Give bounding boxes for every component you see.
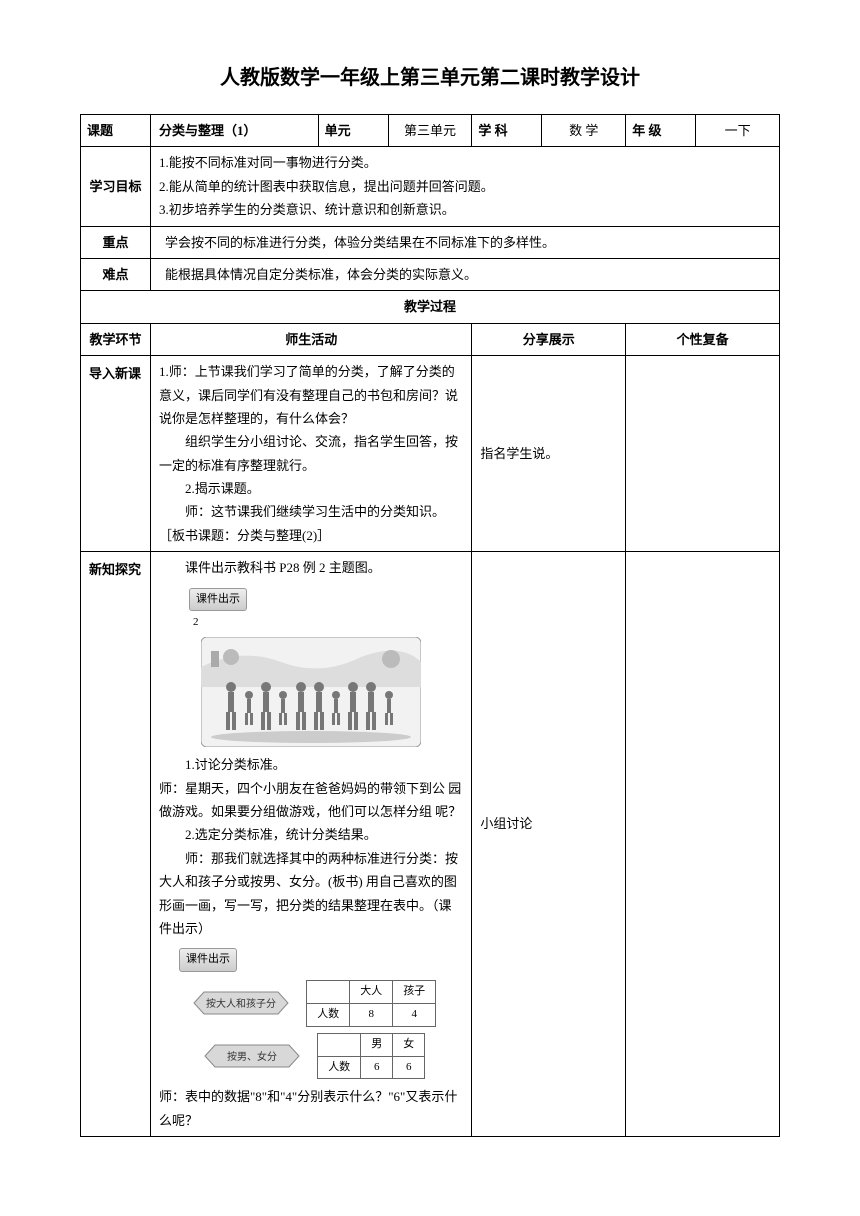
courseware-figure-1: 课件出示 2 [159,586,463,748]
difficulty-row: 难点 能根据具体情况自定分类标准，体会分类的实际意义。 [81,258,780,290]
key-row: 重点 学会按不同的标准进行分类，体验分类结果在不同标准下的多样性。 [81,226,780,258]
grade-label: 年 级 [626,115,696,147]
explore-p3: 师：星期天，四个小朋友在爸爸妈妈的带领下到公 园做游戏。如果要分组做游戏，他们可… [159,777,463,824]
subject-value: 数 学 [542,115,626,147]
intro-p3: 2.揭示课题。 [159,477,463,500]
t1h2: 孩子 [393,981,436,1004]
park-scene-icon [201,637,421,747]
svg-text:按男、女分: 按男、女分 [227,1050,277,1063]
lesson-plan-table: 课题 分类与整理（1） 单元 第三单元 学 科 数 学 年 级 一下 学习目标 … [80,114,780,1137]
objective-item: 2.能从简单的统计图表中获取信息，提出问题并回答问题。 [159,175,771,198]
objectives-content: 1.能按不同标准对同一事物进行分类。 2.能从简单的统计图表中获取信息，提出问题… [151,147,780,226]
intro-activity: 1.师：上节课我们学习了简单的分类，了解了分类的意义，课后同学们有没有整理自己的… [151,356,472,552]
explore-activity: 课件出示教科书 P28 例 2 主题图。 课件出示 2 [151,552,472,1137]
objective-item: 3.初步培养学生的分类意识、统计意识和创新意识。 [159,198,771,221]
unit-value: 第三单元 [388,115,472,147]
figure1-tag: 课件出示 [189,588,247,612]
objectives-row: 学习目标 1.能按不同标准对同一事物进行分类。 2.能从简单的统计图表中获取信息… [81,147,780,226]
col-activity: 师生活动 [151,323,472,355]
intro-p4: 师：这节课我们继续学习生活中的分类知识。 [159,500,463,523]
intro-p2: 组织学生分小组讨论、交流，指名学生回答，按一定的标准有序整理就行。 [159,430,463,477]
intro-notes [626,356,780,552]
explore-notes [626,552,780,1137]
t1r0: 人数 [307,1003,350,1026]
topic-value: 分类与整理（1） [151,115,319,147]
t2h2: 女 [393,1033,425,1056]
mini-table-1: 大人 孩子 人数 8 4 [306,980,436,1027]
t1r1: 8 [350,1003,393,1026]
classify-row-1: 按大人和孩子分 大人 孩子 人数 8 4 [159,980,463,1027]
intro-p5: ［板书课题：分类与整理(2)］ [159,524,463,547]
grade-value: 一下 [696,115,780,147]
explore-stage: 新知探究 [81,552,151,1137]
mini-table-2: 男 女 人数 6 6 [317,1033,425,1080]
t2r1: 6 [361,1056,393,1079]
t1h0 [307,981,350,1004]
t1r2: 4 [393,1003,436,1026]
key-text: 学会按不同的标准进行分类，体验分类结果在不同标准下的多样性。 [151,226,780,258]
t1h1: 大人 [350,981,393,1004]
difficulty-label: 难点 [81,258,151,290]
objective-item: 1.能按不同标准对同一事物进行分类。 [159,151,771,174]
meta-row: 课题 分类与整理（1） 单元 第三单元 学 科 数 学 年 级 一下 [81,115,780,147]
t2r2: 6 [393,1056,425,1079]
key-label: 重点 [81,226,151,258]
courseware-figure-2: 课件出示 按大人和孩子分 大人 孩子 [159,946,463,1079]
figure2-tag: 课件出示 [179,948,237,972]
chip-adult-child: 按大人和孩子分 [186,990,296,1016]
process-header: 教学过程 [81,291,780,323]
explore-p6: 师：表中的数据"8"和"4"分别表示什么？"6"又表示什么呢？ [159,1085,463,1132]
col-share: 分享展示 [472,323,626,355]
classify-row-2: 按男、女分 男 女 人数 6 6 [159,1033,463,1080]
process-columns-row: 教学环节 师生活动 分享展示 个性复备 [81,323,780,355]
explore-share: 小组讨论 [472,552,626,1137]
t2h1: 男 [361,1033,393,1056]
col-stage: 教学环节 [81,323,151,355]
intro-stage: 导入新课 [81,356,151,552]
explore-p1: 课件出示教科书 P28 例 2 主题图。 [159,556,463,579]
figure1-num: 2 [193,613,463,633]
difficulty-text: 能根据具体情况自定分类标准，体会分类的实际意义。 [151,258,780,290]
explore-p2: 1.讨论分类标准。 [159,753,463,776]
col-notes: 个性复备 [626,323,780,355]
explore-p4: 2.选定分类标准，统计分类结果。 [159,823,463,846]
intro-p1: 1.师：上节课我们学习了简单的分类，了解了分类的意义，课后同学们有没有整理自己的… [159,360,463,430]
intro-share: 指名学生说。 [472,356,626,552]
intro-row: 导入新课 1.师：上节课我们学习了简单的分类，了解了分类的意义，课后同学们有没有… [81,356,780,552]
topic-label: 课题 [81,115,151,147]
explore-p5: 师：那我们就选择其中的两种标准进行分类：按大人和孩子分或按男、女分。(板书) 用… [159,847,463,941]
process-header-row: 教学过程 [81,291,780,323]
t2h0 [318,1033,361,1056]
unit-label: 单元 [318,115,388,147]
explore-row: 新知探究 课件出示教科书 P28 例 2 主题图。 课件出示 2 [81,552,780,1137]
page-title: 人教版数学一年级上第三单元第二课时教学设计 [80,60,780,96]
chip-male-female: 按男、女分 [197,1043,307,1069]
objectives-label: 学习目标 [81,147,151,226]
svg-text:按大人和孩子分: 按大人和孩子分 [206,997,276,1010]
t2r0: 人数 [318,1056,361,1079]
subject-label: 学 科 [472,115,542,147]
